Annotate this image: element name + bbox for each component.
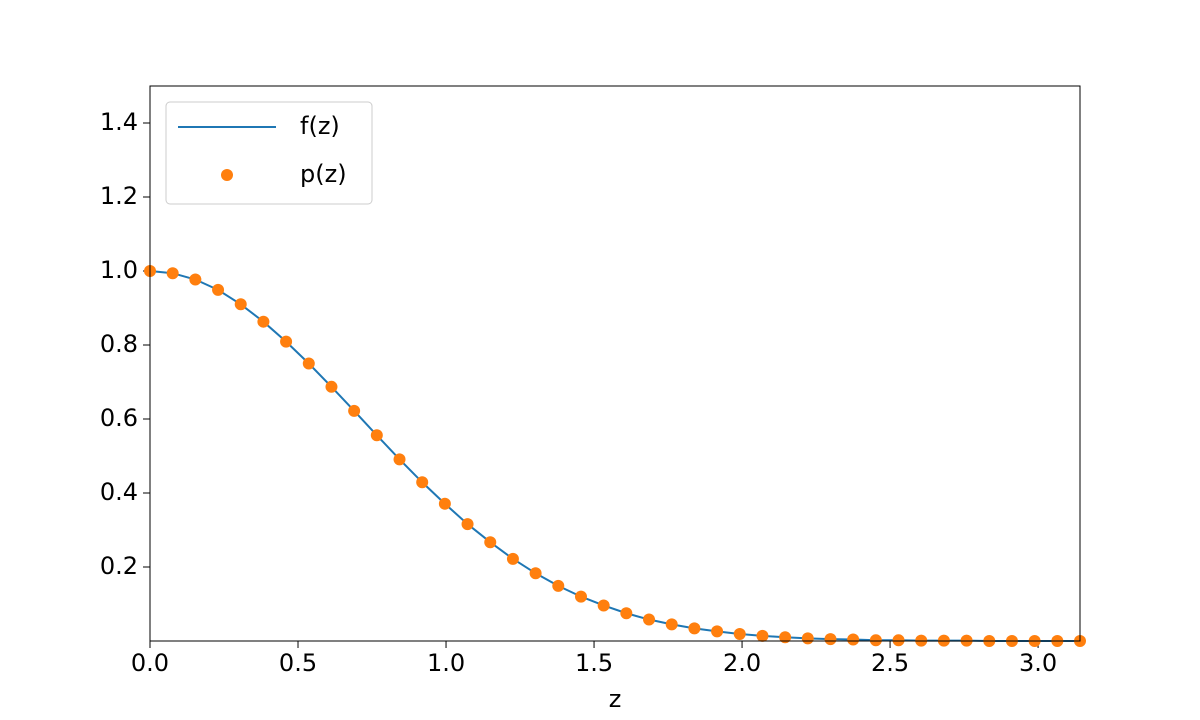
y-tick-label: 0.8 xyxy=(100,330,138,358)
marker xyxy=(438,497,451,510)
y-tick-label: 0.2 xyxy=(100,552,138,580)
x-tick-label: 1.5 xyxy=(575,649,613,677)
marker xyxy=(824,633,837,646)
marker xyxy=(620,607,633,620)
marker xyxy=(325,380,338,393)
plot-frame xyxy=(149,85,1081,642)
marker xyxy=(529,567,542,580)
marker xyxy=(597,599,610,612)
marker xyxy=(484,536,497,549)
marker xyxy=(733,627,746,640)
marker xyxy=(665,618,678,631)
marker xyxy=(892,634,905,647)
marker xyxy=(801,632,814,645)
y-tick-label: 1.0 xyxy=(100,256,138,284)
y-tick-label: 1.2 xyxy=(100,182,138,210)
legend-box xyxy=(165,101,373,205)
marker xyxy=(234,298,247,311)
x-tick-label: 2.0 xyxy=(723,649,761,677)
marker xyxy=(189,273,202,286)
marker xyxy=(506,552,519,565)
marker xyxy=(166,267,179,280)
marker xyxy=(847,633,860,646)
marker xyxy=(756,629,769,642)
marker xyxy=(370,429,383,442)
x-tick-label: 2.5 xyxy=(871,649,909,677)
marker xyxy=(643,613,656,626)
legend-label: p(z) xyxy=(300,160,347,188)
y-tick-label: 0.6 xyxy=(100,404,138,432)
x-axis-label: z xyxy=(609,685,622,713)
y-tick-label: 1.4 xyxy=(100,108,138,136)
x-tick-label: 0.0 xyxy=(131,649,169,677)
marker xyxy=(688,622,701,635)
marker xyxy=(869,634,882,647)
marker xyxy=(574,590,587,603)
marker xyxy=(280,335,293,348)
x-tick-label: 1.0 xyxy=(427,649,465,677)
marker xyxy=(348,404,361,417)
line xyxy=(149,270,1080,642)
marker xyxy=(393,453,406,466)
x-tick-label: 3.0 xyxy=(1019,649,1057,677)
marker xyxy=(552,579,565,592)
marker xyxy=(302,357,315,370)
marker xyxy=(257,315,270,328)
legend-label: f(z) xyxy=(300,112,340,140)
legend-swatch xyxy=(221,169,233,181)
marker xyxy=(461,518,474,531)
y-tick-label: 0.4 xyxy=(100,478,138,506)
x-tick-label: 0.5 xyxy=(279,649,317,677)
marker xyxy=(416,476,429,489)
marker xyxy=(212,283,225,296)
marker xyxy=(779,631,792,644)
marker xyxy=(711,625,724,638)
